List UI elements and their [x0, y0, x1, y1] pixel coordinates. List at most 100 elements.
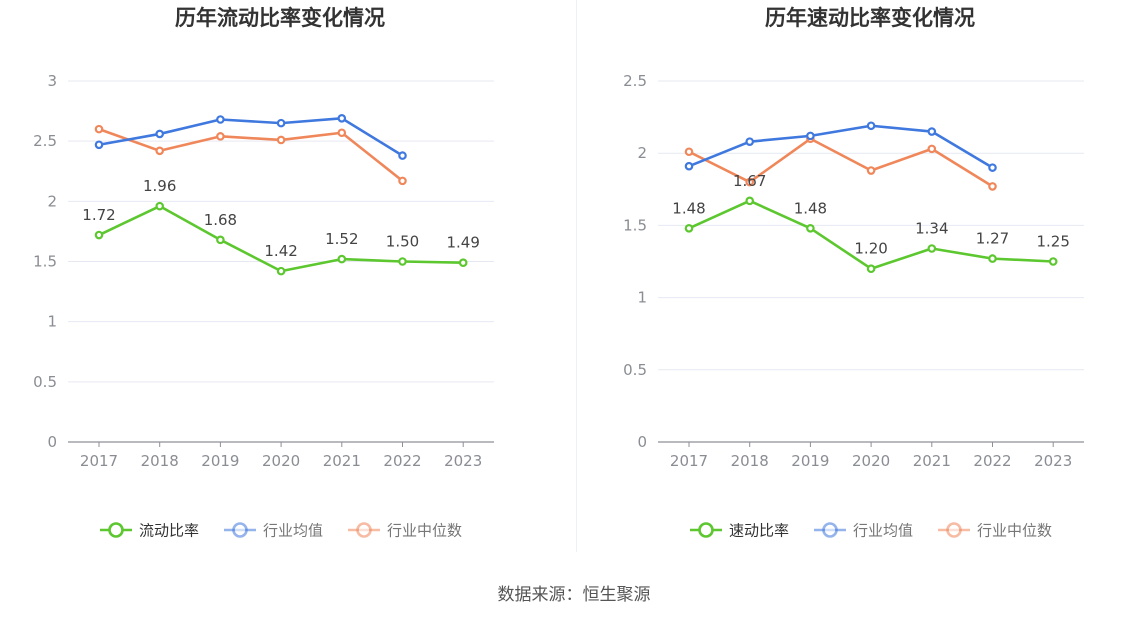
data-point — [988, 254, 997, 263]
data-point — [927, 244, 937, 253]
legend-marker — [108, 522, 124, 538]
data-label: 1.72 — [82, 206, 115, 224]
data-point — [458, 258, 468, 268]
legend-marker — [822, 522, 838, 538]
legend-label: 行业中位数 — [387, 522, 462, 540]
legend-marker — [698, 522, 714, 538]
legend-item-1: 速动比率 — [690, 522, 789, 540]
data-label: 1.52 — [325, 230, 358, 248]
data-point — [94, 140, 104, 150]
data-label: 1.34 — [915, 220, 948, 238]
data-label: 1.68 — [204, 211, 237, 229]
legend-item-1: 流动比率 — [100, 522, 199, 540]
data-label: 1.48 — [672, 199, 705, 217]
data-point — [684, 223, 694, 233]
data-point — [745, 196, 755, 206]
data-point — [988, 182, 997, 191]
data-point — [866, 121, 876, 131]
chart-title: 历年流动比率变化情况 — [175, 6, 385, 30]
legend-item-2: 行业均值 — [814, 522, 913, 540]
legend-item-3: 行业中位数 — [348, 522, 462, 540]
data-point — [806, 131, 815, 141]
x-tick-label: 2018 — [141, 452, 179, 470]
y-tick-label: 3 — [47, 72, 57, 90]
data-point — [927, 127, 937, 136]
legend-marker — [946, 522, 962, 538]
series-line-3 — [688, 137, 994, 188]
y-tick-label: 1 — [47, 313, 57, 331]
x-tick-label: 2023 — [444, 452, 482, 470]
y-tick-label: 2.5 — [33, 132, 57, 150]
series-line-3 — [98, 127, 404, 182]
data-point — [398, 151, 407, 160]
x-tick-label: 2019 — [201, 452, 239, 470]
data-point — [94, 124, 104, 134]
y-tick-label: 0.5 — [33, 373, 57, 391]
chart-title: 历年速动比率变化情况 — [765, 6, 975, 30]
data-point — [1048, 257, 1058, 266]
data-point — [155, 146, 165, 156]
x-tick-label: 2019 — [791, 452, 829, 470]
data-label: 1.27 — [976, 230, 1009, 248]
x-tick-label: 2021 — [323, 452, 361, 470]
data-point — [276, 135, 286, 145]
y-tick-label: 2 — [47, 192, 57, 210]
data-point — [216, 235, 225, 245]
data-label: 1.96 — [143, 177, 176, 195]
data-point — [988, 163, 997, 172]
panel-divider — [576, 0, 577, 552]
y-tick-label: 1.5 — [33, 253, 57, 271]
data-point — [216, 115, 225, 124]
x-tick-label: 2017 — [80, 452, 118, 470]
data-point — [745, 137, 755, 146]
data-label: 1.49 — [446, 234, 479, 252]
data-point — [866, 264, 876, 274]
data-point — [337, 114, 347, 123]
x-tick-label: 2017 — [670, 452, 708, 470]
data-point — [927, 144, 937, 154]
data-point — [398, 257, 407, 266]
legend-label: 行业中位数 — [977, 522, 1052, 540]
x-tick-label: 2022 — [383, 452, 421, 470]
data-label: 1.48 — [794, 199, 827, 217]
legend-item-3: 行业中位数 — [938, 522, 1052, 540]
y-tick-label: 0.5 — [623, 361, 647, 379]
data-point — [866, 166, 876, 175]
data-point — [94, 230, 104, 240]
chart-panel-2: 历年速动比率变化情况 0 0.5 1 1.5 2 2.5 2017 2018 2019 2020 20… — [623, 6, 1084, 540]
x-tick-label: 2020 — [262, 452, 300, 470]
data-point — [155, 201, 165, 211]
legend-label: 行业均值 — [853, 522, 913, 540]
legend-label: 行业均值 — [263, 522, 323, 540]
data-point — [155, 129, 165, 139]
x-tick-label: 2020 — [852, 452, 890, 470]
y-tick-label: 1.5 — [623, 216, 647, 234]
data-point — [276, 266, 286, 276]
data-point — [684, 147, 694, 157]
y-tick-label: 2.5 — [623, 72, 647, 90]
legend-marker — [232, 522, 248, 538]
data-point — [216, 132, 225, 141]
x-tick-label: 2022 — [973, 452, 1011, 470]
data-source-label: 数据来源：恒生聚源 — [497, 585, 651, 605]
data-label: 1.42 — [264, 242, 297, 260]
y-tick-label: 2 — [637, 144, 647, 162]
data-label: 1.20 — [854, 240, 887, 258]
legend-label: 速动比率 — [729, 522, 789, 540]
data-point — [398, 176, 407, 186]
data-point — [337, 254, 347, 264]
series-line-2 — [98, 117, 404, 157]
data-label: 1.50 — [386, 233, 419, 251]
data-label: 1.67 — [733, 172, 766, 190]
data-point — [337, 128, 347, 138]
data-point — [806, 223, 815, 233]
data-label: 1.25 — [1036, 233, 1069, 251]
legend-label: 流动比率 — [139, 522, 199, 540]
y-tick-label: 0 — [637, 433, 647, 451]
x-tick-label: 2018 — [731, 452, 769, 470]
data-point — [745, 177, 755, 187]
legend-marker — [356, 522, 372, 538]
